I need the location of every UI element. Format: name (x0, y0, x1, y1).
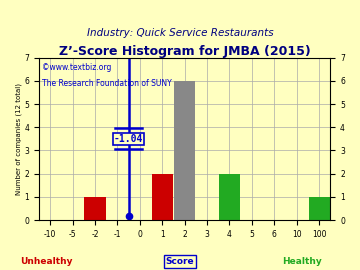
Text: -1.04: -1.04 (114, 134, 143, 144)
Bar (219, 174, 240, 220)
Bar (174, 81, 195, 220)
Text: Industry: Quick Service Restaurants: Industry: Quick Service Restaurants (87, 28, 273, 38)
Y-axis label: Number of companies (12 total): Number of companies (12 total) (15, 83, 22, 195)
Text: ©www.textbiz.org: ©www.textbiz.org (42, 63, 111, 72)
Title: Z’-Score Histogram for JMBA (2015): Z’-Score Histogram for JMBA (2015) (59, 45, 311, 58)
Text: Healthy: Healthy (283, 257, 322, 266)
Text: The Research Foundation of SUNY: The Research Foundation of SUNY (42, 79, 172, 88)
Bar (152, 174, 173, 220)
Text: Unhealthy: Unhealthy (21, 257, 73, 266)
Bar (84, 197, 105, 220)
Bar (309, 197, 330, 220)
Text: Score: Score (166, 257, 194, 266)
